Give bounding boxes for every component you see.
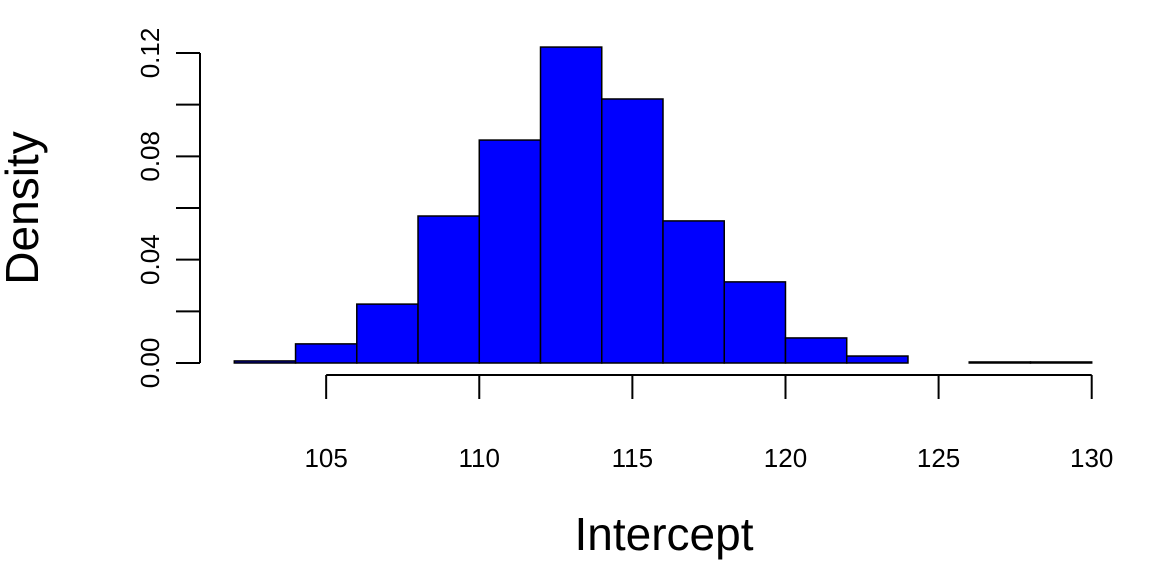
x-tick-label: 125 <box>917 443 960 473</box>
bar <box>539 46 603 364</box>
bar <box>845 355 909 364</box>
bar <box>1029 361 1093 364</box>
bar <box>723 281 787 364</box>
bar <box>233 360 297 364</box>
x-tick-label: 115 <box>612 443 653 473</box>
y-tick-label: 0.08 <box>135 131 165 182</box>
y-tick-label: 0.04 <box>135 234 165 285</box>
bar <box>784 337 848 364</box>
x-tick-label: 105 <box>304 443 347 473</box>
bar <box>417 215 481 364</box>
bar <box>478 139 542 364</box>
bar <box>968 361 1032 364</box>
bar <box>294 343 358 364</box>
bar <box>662 220 725 364</box>
x-axis-title: Intercept <box>575 508 754 560</box>
bar <box>601 98 664 364</box>
y-tick-label: 0.12 <box>135 28 165 79</box>
y-tick-label: 0.00 <box>135 338 165 389</box>
y-axis-title: Density <box>0 131 48 284</box>
x-tick-label: 130 <box>1070 443 1113 473</box>
x-tick-label: 120 <box>764 443 807 473</box>
bar <box>356 303 419 364</box>
x-tick-label: 110 <box>459 443 500 473</box>
